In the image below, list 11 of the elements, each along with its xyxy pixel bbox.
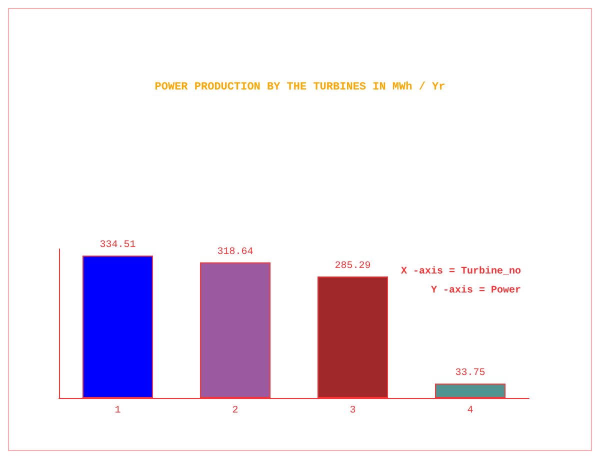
data-label: 285.29 <box>334 261 371 272</box>
x-tick-label: 2 <box>232 406 238 416</box>
x-tick-label: 4 <box>467 406 474 416</box>
annotation: X -axis = Turbine_no <box>400 266 522 278</box>
data-label: 33.75 <box>455 368 486 380</box>
x-tick-label: 3 <box>350 406 356 416</box>
data-label: 334.51 <box>100 240 136 252</box>
chart-title: POWER PRODUCTION BY THE TURBINES IN MWh / Yr <box>154 82 446 94</box>
data-label: 318.64 <box>217 246 254 258</box>
x-tick-label: 1 <box>114 406 121 416</box>
annotation: Y -axis = Power <box>430 284 521 296</box>
